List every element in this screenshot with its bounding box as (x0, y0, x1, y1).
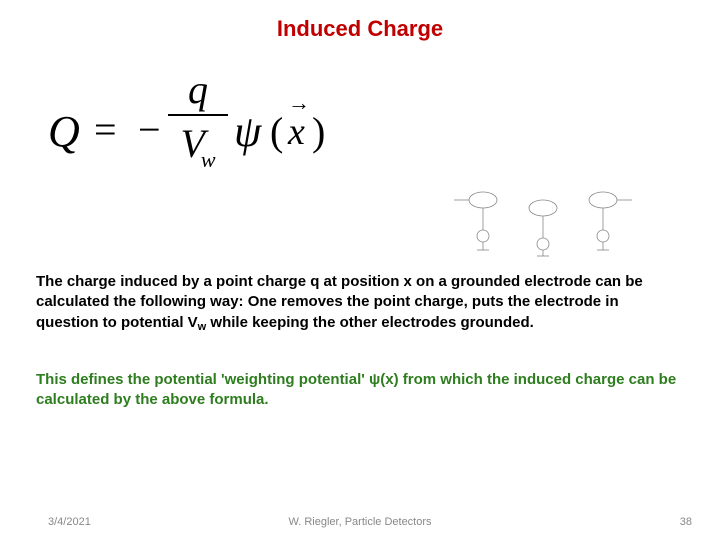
formula-psi: ψ (234, 106, 261, 157)
para1-sub: w (198, 321, 207, 333)
explanation-paragraph-1: The charge induced by a point charge q a… (36, 272, 684, 334)
formula-minus: − (138, 106, 161, 153)
formula-Q: Q (48, 106, 80, 157)
formula-left-paren: ( (270, 108, 283, 155)
formula-den-w: w (201, 147, 216, 172)
footer-author: W. Riegler, Particle Detectors (0, 516, 720, 528)
formula-denominator: Vw (168, 116, 228, 171)
formula-numerator: q (168, 70, 228, 114)
para1-post: while keeping the other electrodes groun… (206, 314, 534, 331)
electrode-diagram (448, 180, 638, 260)
formula-area: Q = − q Vw ψ ( x ) (48, 60, 668, 240)
formula-right-paren: ) (312, 108, 325, 155)
explanation-paragraph-2: This defines the potential 'weighting po… (36, 370, 684, 411)
slide-title: Induced Charge (0, 0, 720, 42)
footer-page-number: 38 (680, 516, 692, 528)
formula-fraction: q Vw (168, 70, 228, 171)
formula-x-vector: x (288, 110, 305, 154)
formula-equals: = (94, 106, 117, 153)
